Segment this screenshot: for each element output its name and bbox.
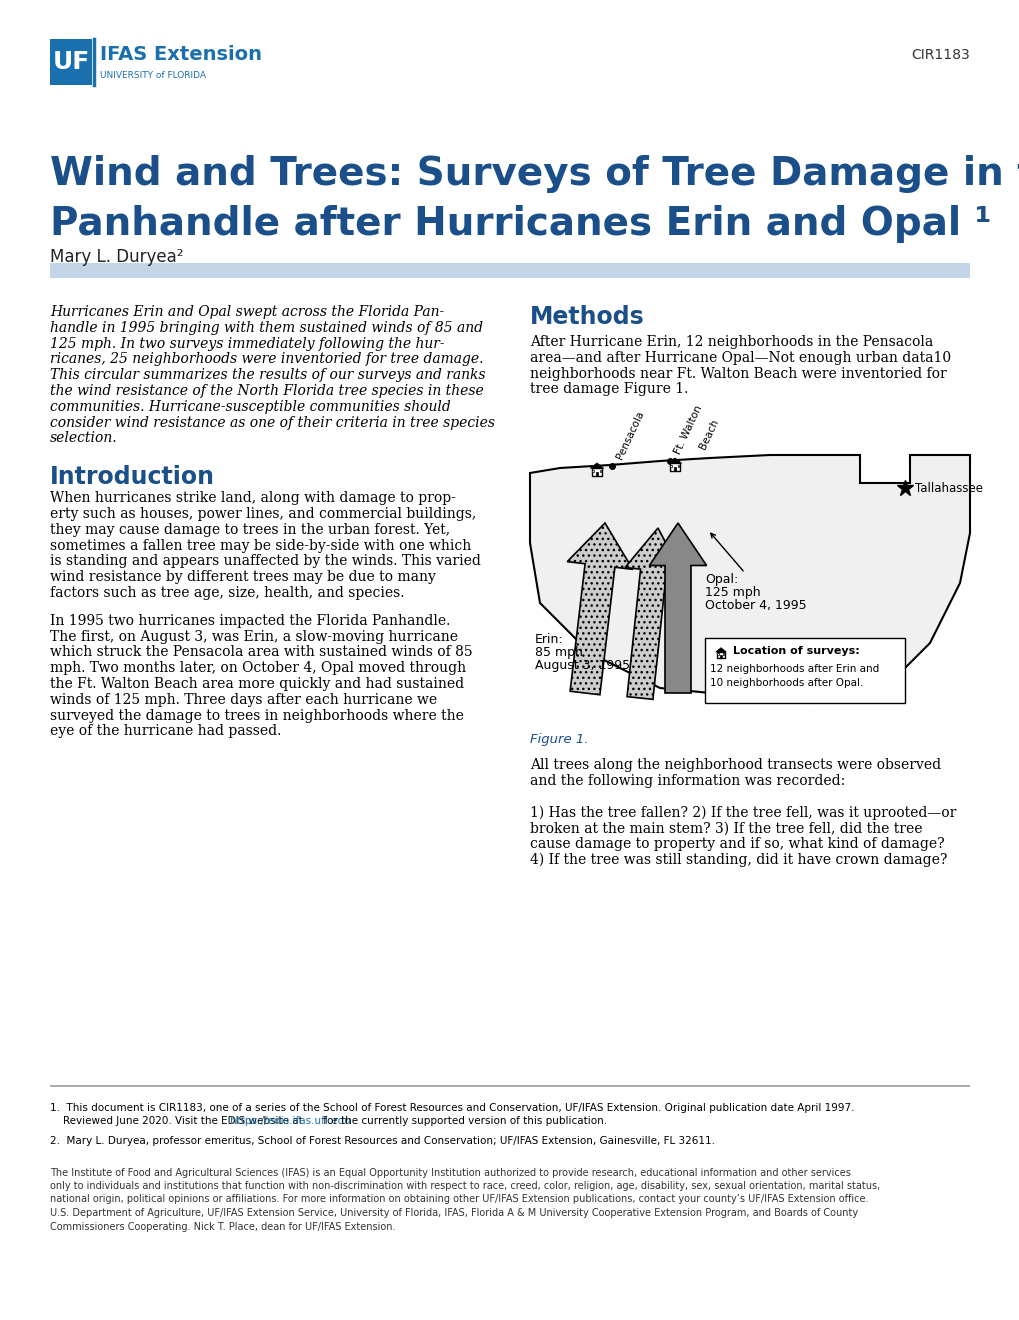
Text: 4) If the tree was still standing, did it have crown damage?: 4) If the tree was still standing, did i… — [530, 853, 947, 867]
Text: the wind resistance of the North Florida tree species in these: the wind resistance of the North Florida… — [50, 384, 483, 399]
Text: wind resistance by different trees may be due to many: wind resistance by different trees may b… — [50, 570, 435, 585]
Text: This circular summarizes the results of our surveys and ranks: This circular summarizes the results of … — [50, 368, 485, 383]
Text: neighborhoods near Ft. Walton Beach were inventoried for: neighborhoods near Ft. Walton Beach were… — [530, 367, 946, 380]
Bar — [595, 473, 598, 475]
Bar — [716, 652, 725, 657]
Text: IFAS Extension: IFAS Extension — [100, 45, 262, 63]
Text: Commissioners Cooperating. Nick T. Place, dean for UF/IFAS Extension.: Commissioners Cooperating. Nick T. Place… — [50, 1221, 395, 1232]
Text: Reviewed June 2020. Visit the EDIS website at: Reviewed June 2020. Visit the EDIS websi… — [50, 1117, 306, 1126]
Text: 12 neighborhoods after Erin and: 12 neighborhoods after Erin and — [709, 664, 878, 675]
Text: Panhandle after Hurricanes Erin and Opal ¹: Panhandle after Hurricanes Erin and Opal… — [50, 205, 990, 243]
Bar — [673, 467, 676, 470]
Text: Methods: Methods — [530, 305, 644, 329]
Text: for the currently supported version of this publication.: for the currently supported version of t… — [320, 1117, 606, 1126]
Text: Figure 1.: Figure 1. — [530, 733, 588, 746]
Text: mph. Two months later, on October 4, Opal moved through: mph. Two months later, on October 4, Opa… — [50, 661, 466, 676]
Bar — [722, 653, 723, 655]
Text: Erin:: Erin: — [535, 634, 564, 645]
Text: In 1995 two hurricanes impacted the Florida Panhandle.: In 1995 two hurricanes impacted the Flor… — [50, 614, 450, 628]
Polygon shape — [649, 523, 706, 693]
Text: All trees along the neighborhood transects were observed: All trees along the neighborhood transec… — [530, 758, 941, 772]
Text: only to individuals and institutions that function with non-discrimination with : only to individuals and institutions tha… — [50, 1181, 879, 1191]
Text: Pensacola: Pensacola — [614, 409, 645, 461]
Text: August 3, 1995: August 3, 1995 — [535, 659, 630, 672]
Text: erty such as houses, power lines, and commercial buildings,: erty such as houses, power lines, and co… — [50, 507, 476, 521]
Text: Hurricanes Erin and Opal swept across the Florida Pan-: Hurricanes Erin and Opal swept across th… — [50, 305, 444, 319]
Text: 125 mph: 125 mph — [704, 586, 760, 599]
Text: Location of surveys:: Location of surveys: — [733, 645, 859, 656]
Polygon shape — [715, 648, 726, 652]
Text: which struck the Pensacola area with sustained winds of 85: which struck the Pensacola area with sus… — [50, 645, 472, 660]
Bar — [591, 469, 602, 475]
Text: cause damage to property and if so, what kind of damage?: cause damage to property and if so, what… — [530, 837, 944, 851]
Bar — [50, 263, 969, 279]
Text: handle in 1995 bringing with them sustained winds of 85 and: handle in 1995 bringing with them sustai… — [50, 321, 483, 335]
Text: Beach: Beach — [697, 417, 720, 451]
Bar — [599, 470, 601, 471]
Bar — [716, 653, 718, 655]
Bar — [530, 403, 969, 723]
Text: 1) Has the tree fallen? 2) If the tree fell, was it uprooted—or: 1) Has the tree fallen? 2) If the tree f… — [530, 805, 956, 820]
Bar — [50, 40, 92, 84]
Text: UF: UF — [52, 50, 90, 74]
Text: The first, on August 3, was Erin, a slow-moving hurricane: The first, on August 3, was Erin, a slow… — [50, 630, 458, 644]
Text: tree damage Figure 1.: tree damage Figure 1. — [530, 383, 688, 396]
Text: and the following information was recorded:: and the following information was record… — [530, 774, 845, 788]
Text: After Hurricane Erin, 12 neighborhoods in the Pensacola: After Hurricane Erin, 12 neighborhoods i… — [530, 335, 932, 348]
Text: UNIVERSITY of FLORIDA: UNIVERSITY of FLORIDA — [100, 71, 206, 81]
Text: is standing and appears unaffected by the winds. This varied: is standing and appears unaffected by th… — [50, 554, 480, 569]
Polygon shape — [667, 458, 681, 463]
Polygon shape — [590, 463, 603, 469]
Bar — [592, 470, 594, 471]
Text: factors such as tree age, size, health, and species.: factors such as tree age, size, health, … — [50, 586, 405, 601]
Text: Wind and Trees: Surveys of Tree Damage in the Florida: Wind and Trees: Surveys of Tree Damage i… — [50, 154, 1019, 193]
Text: consider wind resistance as one of their criteria in tree species: consider wind resistance as one of their… — [50, 416, 494, 429]
Text: The Institute of Food and Agricultural Sciences (IFAS) is an Equal Opportunity I: The Institute of Food and Agricultural S… — [50, 1167, 850, 1177]
Text: October 4, 1995: October 4, 1995 — [704, 599, 806, 612]
Bar — [677, 465, 679, 467]
Text: Mary L. Duryea²: Mary L. Duryea² — [50, 248, 183, 267]
Text: the Ft. Walton Beach area more quickly and had sustained: the Ft. Walton Beach area more quickly a… — [50, 677, 464, 690]
FancyArrowPatch shape — [710, 533, 743, 570]
Polygon shape — [530, 455, 969, 704]
Text: 125 mph. In two surveys immediately following the hur-: 125 mph. In two surveys immediately foll… — [50, 337, 444, 351]
Text: national origin, political opinions or affiliations. For more information on obt: national origin, political opinions or a… — [50, 1195, 867, 1204]
Text: surveyed the damage to trees in neighborhoods where the: surveyed the damage to trees in neighbor… — [50, 709, 464, 722]
Text: sometimes a fallen tree may be side-by-side with one which: sometimes a fallen tree may be side-by-s… — [50, 539, 471, 553]
Text: they may cause damage to trees in the urban forest. Yet,: they may cause damage to trees in the ur… — [50, 523, 449, 537]
Text: communities. Hurricane-susceptible communities should: communities. Hurricane-susceptible commu… — [50, 400, 450, 413]
Text: eye of the hurricane had passed.: eye of the hurricane had passed. — [50, 725, 281, 738]
Text: When hurricanes strike land, along with damage to prop-: When hurricanes strike land, along with … — [50, 491, 455, 506]
Text: winds of 125 mph. Three days after each hurricane we: winds of 125 mph. Three days after each … — [50, 693, 437, 706]
Text: 10 neighborhoods after Opal.: 10 neighborhoods after Opal. — [709, 678, 862, 688]
Text: Ft. Walton: Ft. Walton — [673, 404, 704, 455]
Text: ricanes, 25 neighborhoods were inventoried for tree damage.: ricanes, 25 neighborhoods were inventori… — [50, 352, 483, 367]
Text: https://edis.ifas.ufl.edu: https://edis.ifas.ufl.edu — [229, 1117, 351, 1126]
Polygon shape — [567, 523, 632, 694]
Text: 85 mph: 85 mph — [535, 645, 582, 659]
Text: U.S. Department of Agriculture, UF/IFAS Extension Service, University of Florida: U.S. Department of Agriculture, UF/IFAS … — [50, 1208, 857, 1218]
Text: Opal:: Opal: — [704, 573, 738, 586]
Polygon shape — [625, 528, 682, 700]
Bar — [50, 1085, 969, 1086]
Text: 1.  This document is CIR1183, one of a series of the School of Forest Resources : 1. This document is CIR1183, one of a se… — [50, 1104, 854, 1113]
Text: Introduction: Introduction — [50, 465, 215, 490]
Text: 2.  Mary L. Duryea, professor emeritus, School of Forest Resources and Conservat: 2. Mary L. Duryea, professor emeritus, S… — [50, 1137, 714, 1146]
Text: Tallahassee: Tallahassee — [914, 482, 982, 495]
Text: area—and after Hurricane Opal—Not enough urban data10: area—and after Hurricane Opal—Not enough… — [530, 351, 950, 364]
Text: broken at the main stem? 3) If the tree fell, did the tree: broken at the main stem? 3) If the tree … — [530, 821, 921, 836]
Text: selection.: selection. — [50, 432, 117, 445]
Bar — [669, 465, 672, 467]
Bar — [704, 638, 904, 704]
Bar — [719, 655, 721, 657]
Bar — [668, 463, 680, 470]
Text: CIR1183: CIR1183 — [910, 48, 969, 62]
